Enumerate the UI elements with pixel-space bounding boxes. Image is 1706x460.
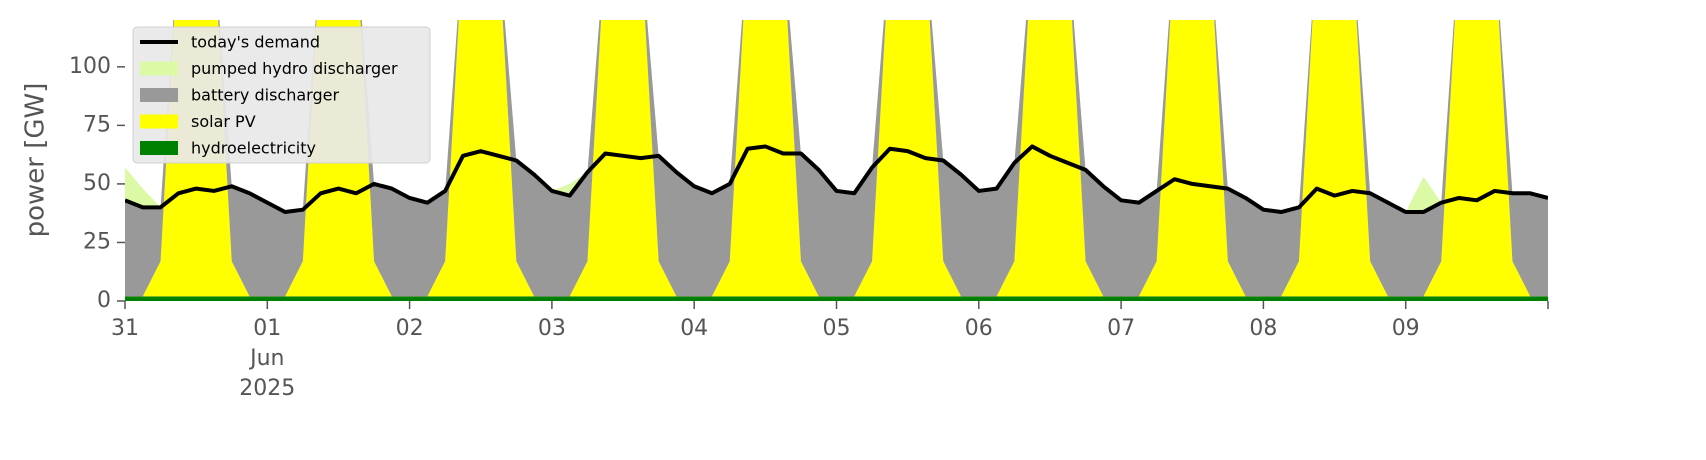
x-tick-sublabel: Jun bbox=[248, 346, 284, 371]
y-axis-label: power [GW] bbox=[21, 83, 51, 238]
legend-label: solar PV bbox=[191, 112, 256, 131]
plot-area bbox=[125, 20, 1548, 301]
x-tick-label: 02 bbox=[396, 316, 424, 341]
legend: today's demand pumped hydro discharger bat… bbox=[132, 26, 431, 164]
legend-swatch bbox=[140, 61, 178, 76]
legend-swatch bbox=[140, 141, 178, 155]
area-4 bbox=[125, 296, 1548, 301]
x-tick-label: 06 bbox=[965, 316, 993, 341]
legend-label: battery discharger bbox=[191, 86, 339, 105]
legend-label: pumped hydro discharger bbox=[191, 59, 398, 78]
x-tick-label: 07 bbox=[1107, 316, 1135, 341]
legend-label: hydroelectricity bbox=[191, 139, 316, 158]
legend-swatch bbox=[140, 88, 178, 102]
y-tick-label: 100 bbox=[69, 54, 111, 79]
x-tick-label: 05 bbox=[823, 316, 851, 341]
y-tick-label: 75 bbox=[83, 112, 111, 137]
x-tick-label: 31 bbox=[111, 316, 139, 341]
y-tick-label: 50 bbox=[83, 171, 111, 196]
legend-label: today's demand bbox=[191, 33, 320, 52]
x-tick-label: 08 bbox=[1249, 316, 1277, 341]
x-tick-label: 04 bbox=[680, 316, 708, 341]
legend-box bbox=[132, 26, 431, 164]
legend-swatch bbox=[140, 114, 178, 129]
area-3 bbox=[125, 20, 1548, 297]
x-tick-label: 01 bbox=[253, 316, 281, 341]
x-tick-sublabel: 2025 bbox=[239, 376, 295, 401]
y-tick-label: 25 bbox=[83, 229, 111, 254]
x-tick-label: 03 bbox=[538, 316, 566, 341]
area-2 bbox=[125, 20, 1548, 297]
demand-line bbox=[125, 144, 1548, 215]
y-tick-label: 0 bbox=[97, 288, 111, 313]
x-tick-label: 09 bbox=[1392, 316, 1420, 341]
